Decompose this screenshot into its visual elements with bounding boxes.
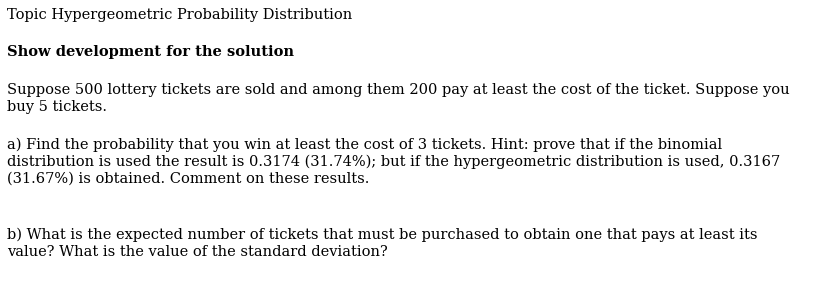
Text: distribution is used the result is 0.3174 (31.74%); but if the hypergeometric di: distribution is used the result is 0.317…: [7, 155, 780, 169]
Text: Suppose 500 lottery tickets are sold and among them 200 pay at least the cost of: Suppose 500 lottery tickets are sold and…: [7, 83, 790, 97]
Text: a) Find the probability that you win at least the cost of 3 tickets. Hint: prove: a) Find the probability that you win at …: [7, 138, 722, 152]
Text: value? What is the value of the standard deviation?: value? What is the value of the standard…: [7, 245, 388, 259]
Text: (31.67%) is obtained. Comment on these results.: (31.67%) is obtained. Comment on these r…: [7, 172, 370, 186]
Text: Topic Hypergeometric Probability Distribution: Topic Hypergeometric Probability Distrib…: [7, 8, 352, 22]
Text: Show development for the solution: Show development for the solution: [7, 45, 294, 59]
Text: b) What is the expected number of tickets that must be purchased to obtain one t: b) What is the expected number of ticket…: [7, 228, 758, 242]
Text: buy 5 tickets.: buy 5 tickets.: [7, 100, 107, 114]
